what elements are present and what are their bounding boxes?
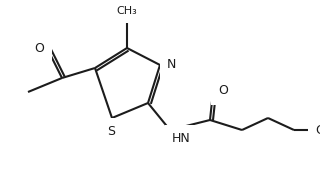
Text: CH₃: CH₃ — [116, 6, 137, 16]
Text: N: N — [167, 58, 176, 72]
Text: O: O — [218, 85, 228, 97]
Text: Cl: Cl — [315, 124, 320, 136]
Text: S: S — [107, 125, 115, 138]
Text: HN: HN — [172, 132, 191, 145]
Text: O: O — [34, 43, 44, 55]
